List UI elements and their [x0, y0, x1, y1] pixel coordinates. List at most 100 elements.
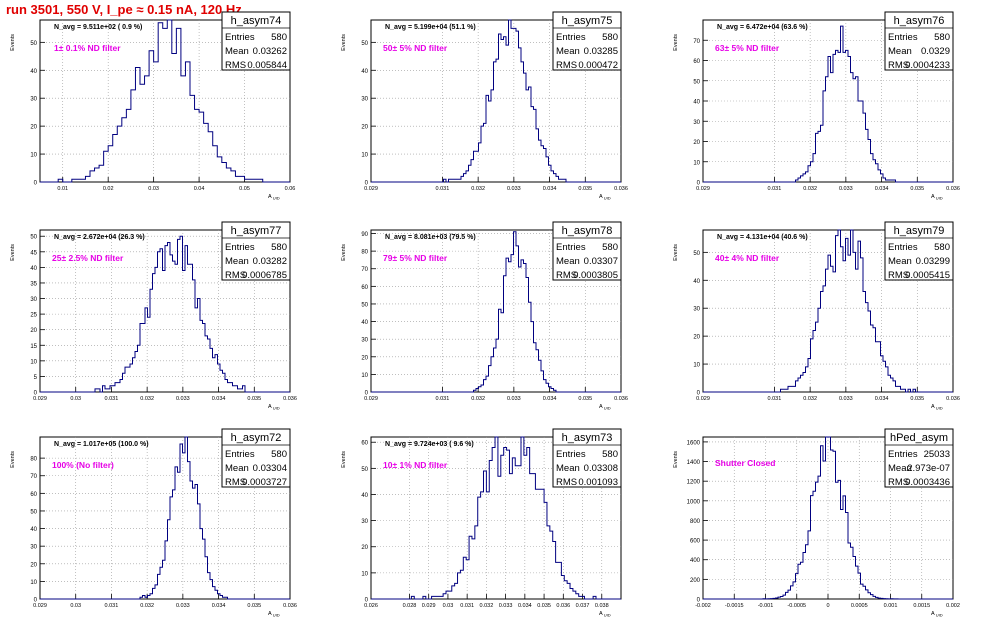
stats-key: Mean: [556, 256, 580, 267]
histogram-panel: 0 10 20 30 40 50 0.029 0.031 0.032 0.033 0.034 0.03…: [673, 221, 960, 411]
y-tick-label: 60: [30, 492, 37, 498]
histogram-series: [40, 19, 290, 183]
stats-value: 580: [602, 449, 618, 460]
x-tick-label: 0.033: [839, 186, 853, 192]
histogram-series: [371, 436, 621, 600]
navg-label: N_avg = 9.511e+02 ( 0.9 %): [54, 24, 142, 31]
x-axis-label: A UID: [931, 194, 943, 201]
histogram-series: [371, 19, 621, 183]
stats-key: Mean: [888, 463, 912, 474]
y-axis-label: Events: [10, 244, 16, 261]
x-tick-label: 0.06: [285, 186, 296, 192]
run-title: run 3501, 550 V, I_pe ≈ 0.15 nA, 120 Hz: [6, 2, 242, 17]
histogram-name: h_asym74: [231, 15, 282, 27]
x-tick-label: 0.029: [364, 186, 378, 192]
x-axis-label: A UID: [599, 404, 611, 411]
y-tick-label: 40: [693, 100, 700, 106]
x-tick-label: 0.02: [103, 186, 114, 192]
y-tick-label: 200: [690, 578, 701, 584]
filter-annotation: 40± 4% ND filter: [715, 253, 780, 263]
stats-key: RMS: [225, 477, 246, 488]
y-tick-label: 80: [30, 457, 37, 463]
navg-label: N_avg = 5.199e+04 (51.1 %): [385, 24, 476, 31]
stats-value: 0.03262: [253, 46, 287, 57]
histogram-panel: 0 10 20 30 40 50 0.01 0.02 0.03 0.04 0.05 0.06 Event…: [10, 11, 296, 201]
stats-value: 25033: [924, 449, 950, 460]
histogram-name: h_asym78: [562, 225, 613, 237]
x-tick-label: 0.034: [212, 396, 226, 402]
y-tick-label: 60: [361, 441, 368, 447]
y-tick-label: 20: [30, 328, 37, 334]
histogram-panel: 0 200 400 600 800 1000 1200 1400 1600 -0.002 -0.00…: [673, 428, 960, 618]
x-tick-label: 0.035: [537, 603, 551, 609]
x-tick-label: -0.002: [695, 603, 711, 609]
x-tick-label: -0.001: [758, 603, 774, 609]
stats-value: 0.03304: [253, 463, 287, 474]
x-tick-label: 0.029: [696, 186, 710, 192]
stats-key: Mean: [556, 463, 580, 474]
stats-value: 580: [271, 32, 287, 43]
x-tick-label: 0.032: [140, 396, 154, 402]
y-tick-label: 90: [361, 232, 368, 238]
y-tick-label: 80: [361, 250, 368, 256]
x-tick-label: 0.032: [471, 186, 485, 192]
x-tick-label: 0.035: [910, 396, 924, 402]
stats-box: [552, 428, 622, 488]
x-tick-label: 0.04: [194, 186, 205, 192]
y-tick-label: 800: [690, 519, 701, 525]
y-tick-label: 30: [30, 297, 37, 303]
y-tick-label: 20: [30, 562, 37, 568]
y-tick-label: 10: [30, 359, 37, 365]
y-axis-label: Events: [10, 451, 16, 468]
x-tick-label: 0.034: [212, 603, 226, 609]
y-tick-label: 20: [361, 545, 368, 551]
x-tick-label: 0.035: [910, 186, 924, 192]
x-tick-label: 0.029: [33, 396, 47, 402]
y-tick-label: 0: [365, 391, 369, 397]
x-tick-label: 0.036: [946, 396, 960, 402]
x-tick-label: 0.033: [507, 396, 521, 402]
stats-key: RMS: [556, 270, 577, 281]
y-tick-label: 50: [30, 235, 37, 241]
histogram-panel: 0 10 20 30 40 50 60 0.026 0.028 0.029 0.03 0.031 0.0…: [341, 428, 622, 618]
stats-value: 0.0005415: [905, 270, 950, 281]
y-axis-label: Events: [341, 244, 347, 261]
y-tick-label: 10: [361, 571, 368, 577]
x-tick-label: 0.034: [543, 186, 557, 192]
histogram-name: h_asym79: [894, 225, 945, 237]
histogram-panel: 0 10 20 30 40 50 60 70 0.029 0.031 0.032 0.033 0.034…: [673, 11, 960, 201]
stats-key: Mean: [225, 463, 249, 474]
navg-label: N_avg = 1.017e+05 (100.0 %): [54, 441, 149, 448]
y-tick-label: 10: [693, 160, 700, 166]
x-tick-label: 0.037: [576, 603, 590, 609]
x-tick-label: 0.0015: [913, 603, 930, 609]
y-tick-label: 40: [693, 279, 700, 285]
x-tick-label: 0.033: [176, 396, 190, 402]
x-tick-label: 0.0005: [851, 603, 868, 609]
y-tick-label: 0: [365, 181, 369, 187]
y-tick-label: 10: [30, 580, 37, 586]
y-tick-label: 40: [361, 320, 368, 326]
y-tick-label: 30: [693, 120, 700, 126]
x-tick-label: 0.033: [176, 603, 190, 609]
x-tick-label: 0.031: [768, 396, 782, 402]
stats-box: [221, 11, 291, 71]
x-tick-label: 0.029: [364, 396, 378, 402]
y-axis-label: Events: [341, 34, 347, 51]
x-tick-label: 0.029: [33, 603, 47, 609]
y-tick-label: 30: [693, 307, 700, 313]
x-tick-label: 0.033: [839, 396, 853, 402]
x-tick-label: 0.03: [70, 396, 81, 402]
y-tick-label: 30: [30, 545, 37, 551]
stats-value: 580: [602, 32, 618, 43]
stats-value: 0.03308: [584, 463, 618, 474]
y-tick-label: 600: [690, 539, 701, 545]
x-tick-label: 0.036: [556, 603, 570, 609]
x-tick-label: 0.002: [946, 603, 960, 609]
histogram-panel: 0 10 20 30 40 50 60 70 80 0.029 0.03 0.031 0.032 0.03…: [10, 428, 297, 618]
x-axis-label: A UID: [268, 404, 280, 411]
stats-value: 0.03282: [253, 256, 287, 267]
filter-annotation: 50± 5% ND filter: [383, 43, 448, 53]
x-tick-label: 0.032: [471, 396, 485, 402]
